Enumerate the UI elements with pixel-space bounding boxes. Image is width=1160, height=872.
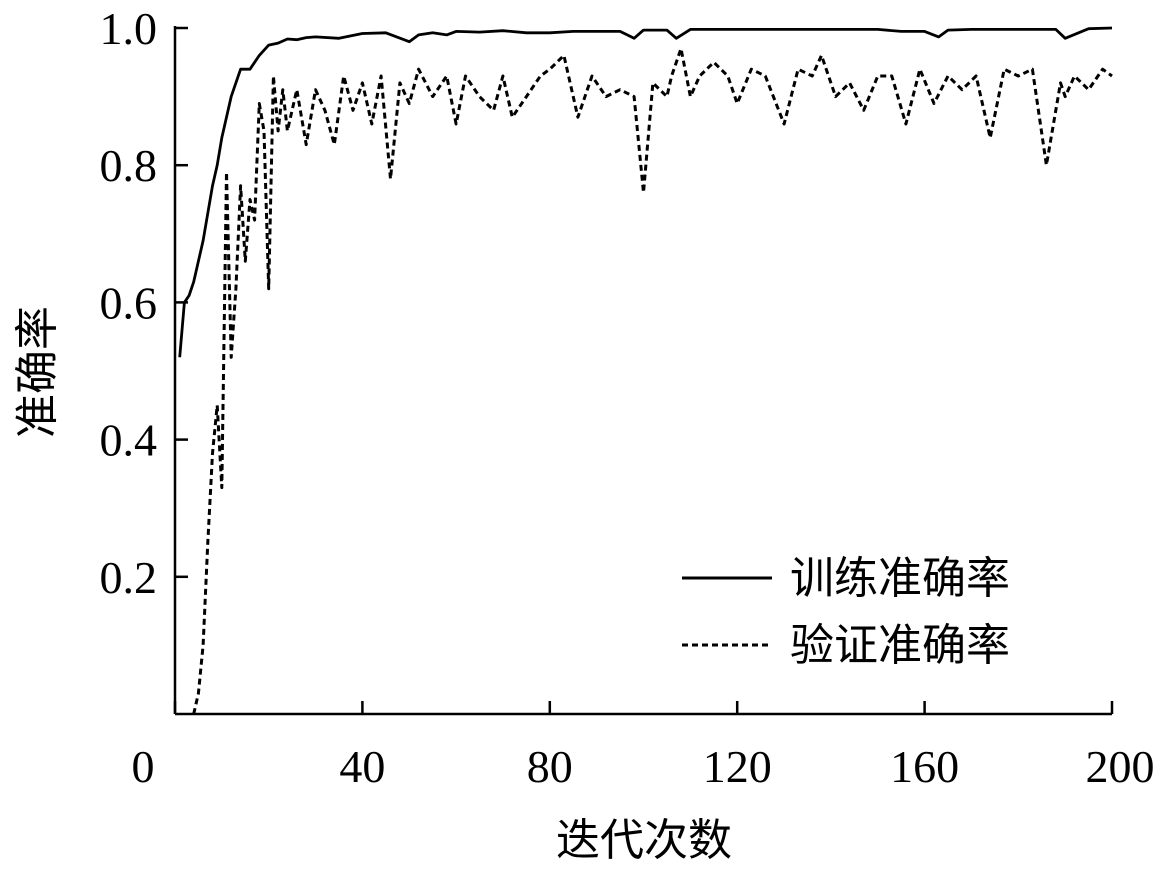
- training-accuracy-line: [178, 26, 1113, 358]
- x-tick-label: 160: [890, 741, 959, 792]
- y-axis-ticks: 0.2 0.4 0.6 0.8 1.0: [100, 3, 188, 603]
- x-tick-label: 40: [339, 741, 385, 792]
- x-tick-label: 80: [527, 741, 573, 792]
- x-tick-label: 0: [132, 741, 155, 792]
- y-tick-label: 0.8: [100, 140, 158, 191]
- x-axis-title: 迭代次数: [556, 815, 732, 866]
- y-tick-label: 0.2: [100, 552, 158, 603]
- axes: [173, 26, 1112, 716]
- x-axis-ticks: 0 40 80 120 160 200: [132, 701, 1155, 792]
- x-tick-label: 120: [703, 741, 772, 792]
- validation-accuracy-line: [192, 47, 1113, 715]
- legend-label-validation: 验证准确率: [790, 620, 1010, 671]
- y-tick-label: 0.6: [100, 277, 158, 328]
- legend-label-training: 训练准确率: [790, 553, 1010, 604]
- x-tick-label: 200: [1086, 741, 1155, 792]
- y-tick-label: 0.4: [100, 415, 158, 466]
- y-axis-title: 准确率: [12, 306, 63, 438]
- y-tick-label: 1.0: [100, 3, 158, 54]
- series-lines: [178, 26, 1113, 715]
